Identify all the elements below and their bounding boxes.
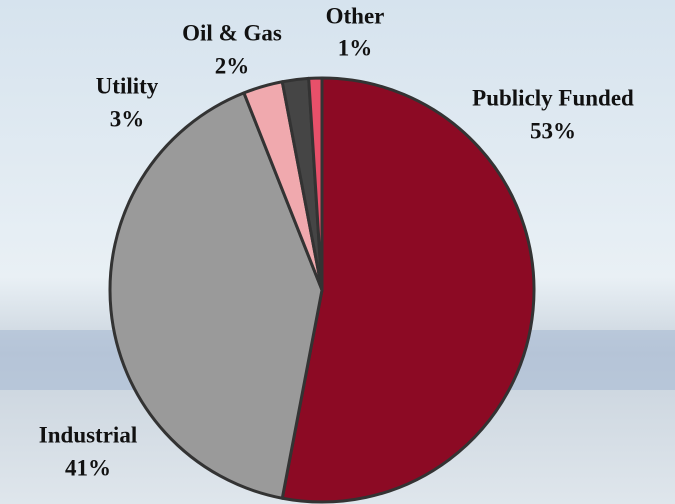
pie-slice — [280, 76, 536, 504]
slice-value-label: 3% — [110, 106, 145, 131]
slice-value-label: 1% — [338, 35, 373, 60]
slice-value-label: 53% — [530, 118, 576, 143]
slice-label: Publicly Funded — [472, 85, 634, 110]
slice-label: Industrial — [39, 422, 137, 447]
slice-label: Utility — [96, 73, 159, 98]
slice-label: Oil & Gas — [182, 20, 282, 45]
slice-value-label: 41% — [65, 455, 111, 480]
pie-slice — [307, 76, 324, 292]
slice-label: Other — [326, 3, 385, 28]
pie-slice — [108, 91, 324, 500]
pie — [108, 76, 536, 504]
slice-value-label: 2% — [215, 53, 250, 78]
labels: Publicly Funded 53% Industrial 41% Utility 3%… — [39, 3, 634, 480]
